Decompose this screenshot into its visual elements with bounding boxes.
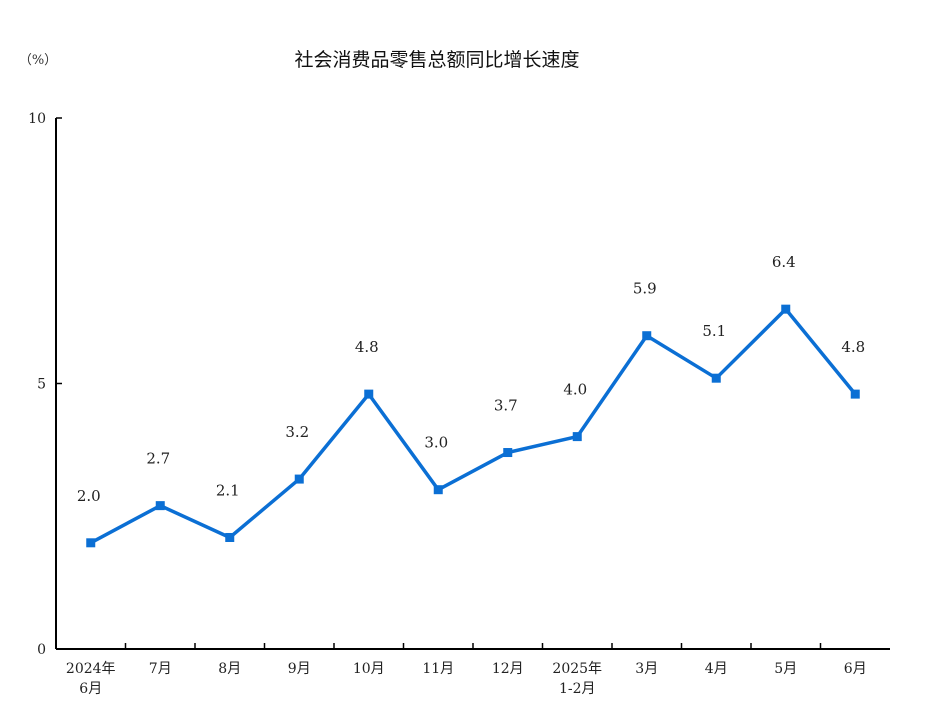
data-label: 2.7: [146, 450, 170, 468]
data-label: 4.0: [563, 381, 587, 399]
data-point: [642, 331, 652, 341]
data-label: 6.4: [772, 253, 796, 271]
data-point: [155, 501, 165, 511]
data-label: 5.1: [702, 322, 726, 340]
x-tick-label: 2025年 1-2月: [552, 661, 602, 697]
data-point: [225, 532, 235, 542]
x-tick-label: 9月: [288, 661, 311, 677]
x-tick-label: 2024年 6月: [66, 661, 116, 697]
data-point: [433, 485, 443, 495]
data-point: [711, 373, 721, 383]
x-tick-label: 7月: [149, 661, 172, 677]
series-line: [89, 307, 857, 545]
data-point: [781, 304, 791, 314]
data-label: 5.9: [633, 280, 657, 298]
x-tick-label: 10月: [353, 661, 385, 677]
data-point: [572, 432, 582, 442]
x-tick-label: 6月: [844, 661, 867, 677]
data-point: [850, 389, 860, 399]
y-axis-unit: （%）: [19, 53, 57, 68]
data-point: [86, 538, 96, 548]
data-label: 3.2: [285, 423, 309, 441]
data-label: 2.0: [77, 487, 101, 505]
x-tick-label: 8月: [218, 661, 241, 677]
x-tick-label: 12月: [492, 661, 524, 677]
data-label: 4.8: [355, 338, 379, 356]
y-tick-label: 5: [37, 377, 46, 393]
y-tick-label: 10: [28, 111, 46, 127]
y-tick-label: 0: [37, 642, 46, 658]
data-label: 4.8: [841, 338, 865, 356]
data-label: 3.7: [494, 397, 518, 415]
x-tick-label: 4月: [705, 661, 728, 677]
data-point: [364, 389, 374, 399]
x-tick-label: 3月: [635, 661, 658, 677]
data-point: [503, 448, 513, 458]
data-label: 3.0: [424, 434, 448, 452]
x-tick-label: 5月: [774, 661, 797, 677]
data-point: [294, 474, 304, 484]
chart-title: 社会消费品零售总额同比增长速度: [294, 49, 579, 71]
data-label: 2.1: [216, 481, 240, 499]
x-tick-label: 11月: [422, 661, 454, 677]
